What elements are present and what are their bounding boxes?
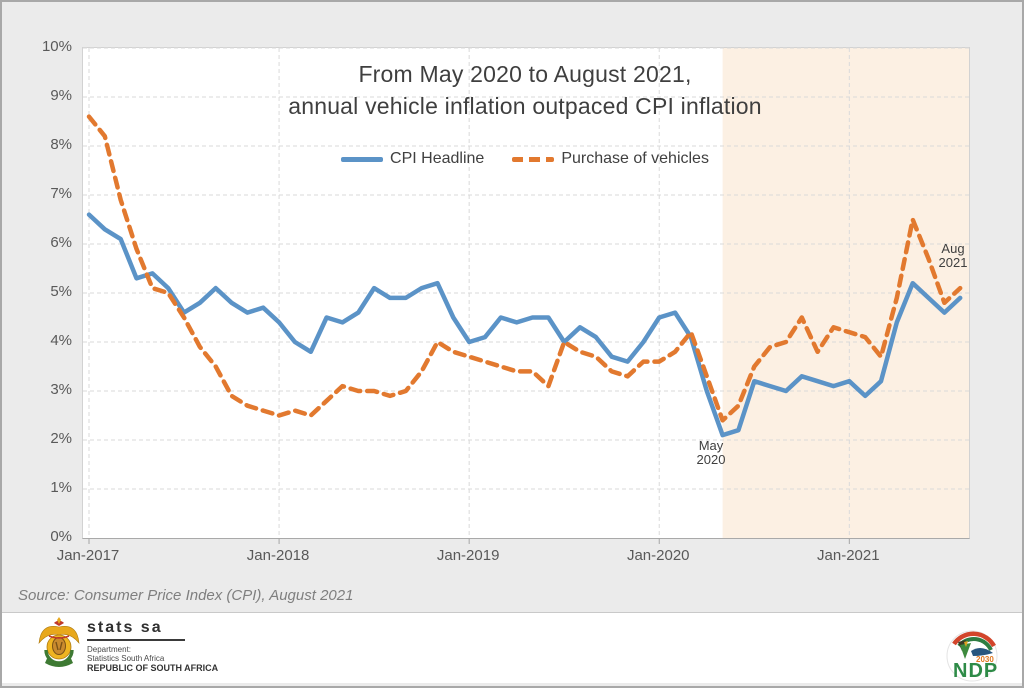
- legend-item-purchase-of-vehicles: Purchase of vehicles: [512, 150, 709, 168]
- statssa-logo-text: stats sa Department: Statistics South Af…: [87, 620, 218, 674]
- annotation-aug-2021-line2: 2021: [938, 255, 968, 270]
- solid-line-swatch-icon: [341, 156, 384, 162]
- x-axis-tick-label: Jan-2021: [817, 547, 880, 564]
- ndp-label-text: NDP: [953, 660, 998, 682]
- y-axis-tick-label: 8%: [50, 136, 72, 153]
- legend-item-cpi-headline: CPI Headline: [341, 150, 484, 168]
- x-axis-tick-label: Jan-2019: [436, 547, 500, 564]
- series-line-cpi-headline: [86, 212, 963, 438]
- annotation-aug-2021-line1: Aug: [941, 241, 965, 256]
- statssa-dept-line3: REPUBLIC OF SOUTH AFRICA: [87, 663, 219, 673]
- y-axis-tick-label: 9%: [50, 87, 72, 104]
- source-note: Source: Consumer Price Index (CPI), Augu…: [18, 587, 354, 604]
- legend-label: Purchase of vehicles: [561, 150, 709, 167]
- series-line-purchase-of-vehicles: [86, 114, 963, 423]
- statssa-name: stats sa: [87, 619, 163, 636]
- legend-label: CPI Headline: [390, 150, 485, 167]
- chart-title: From May 2020 to August 2021, annual veh…: [82, 58, 968, 122]
- y-axis-tick-label: 1%: [50, 479, 72, 496]
- chart-svg: [83, 47, 969, 544]
- y-axis-tick-label: 0%: [50, 528, 72, 545]
- y-axis-tick-label: 7%: [50, 185, 72, 202]
- statssa-dept-line1: Department:: [87, 645, 132, 654]
- annotation-may-2020: May 2020: [687, 439, 735, 467]
- plot-area: [82, 47, 970, 544]
- statssa-dept-line2: Statistics South Africa: [87, 654, 165, 663]
- chart-title-line2: annual vehicle inflation outpaced CPI in…: [288, 93, 762, 119]
- chart-legend: CPI Headline Purchase of vehicles: [82, 150, 968, 168]
- x-axis-tick-label: Jan-2020: [626, 547, 690, 564]
- ndp-year-text: 2030: [976, 655, 994, 664]
- footer-band: stats sa Department: Statistics South Af…: [2, 612, 1022, 683]
- y-axis-tick-label: 5%: [50, 283, 72, 300]
- dashed-line-swatch-icon: [512, 156, 555, 162]
- annotation-aug-2021: Aug 2021: [927, 242, 979, 270]
- chart-title-line1: From May 2020 to August 2021,: [358, 61, 692, 87]
- x-axis-tick-label: Jan-2018: [246, 547, 310, 564]
- y-axis-tick-label: 4%: [50, 332, 72, 349]
- statssa-rule: [87, 639, 185, 641]
- x-axis-tick-label: Jan-2017: [56, 547, 120, 564]
- y-axis-tick-label: 2%: [50, 430, 72, 447]
- annotation-may-2020-line2: 2020: [696, 452, 726, 467]
- coat-of-arms-icon: [38, 617, 80, 667]
- ndp-2030-logo: 2030 NDP: [946, 630, 998, 682]
- y-axis-tick-label: 10%: [41, 38, 72, 55]
- y-axis-tick-label: 6%: [50, 234, 72, 251]
- y-axis-tick-label: 3%: [50, 381, 72, 398]
- annotation-may-2020-line1: May: [698, 438, 724, 453]
